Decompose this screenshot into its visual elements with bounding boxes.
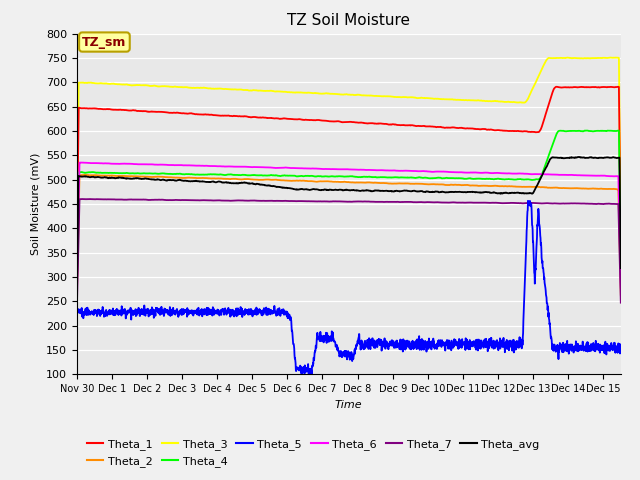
Theta_avg (100, 174, 108, 180)
Line: Theta_7: Theta_7 (77, 199, 621, 311)
Theta_1 (323, 118, 331, 124)
Theta_1 (617, 241, 625, 247)
Theta_1 (602, 84, 609, 90)
Line: Theta_3: Theta_3 (77, 58, 621, 241)
Theta_4 (73, 287, 81, 292)
Theta_3 (606, 55, 614, 60)
Theta_5 (524, 198, 532, 204)
Theta_6 (323, 166, 331, 172)
Theta_4 (337, 173, 345, 179)
Theta_6 (338, 166, 346, 172)
Line: Theta_2: Theta_2 (77, 175, 621, 299)
Line: Theta_1: Theta_1 (77, 87, 621, 255)
Theta_3 (73, 239, 81, 244)
Theta_4 (100, 170, 108, 176)
Theta_3 (601, 55, 609, 60)
Theta_7 (338, 199, 346, 204)
Theta_5 (323, 330, 331, 336)
Theta_3 (601, 55, 609, 60)
Theta_avg (575, 154, 583, 160)
Line: Theta_4: Theta_4 (77, 131, 621, 289)
Theta_1 (337, 119, 345, 125)
Theta_2 (323, 179, 331, 184)
Theta_5 (602, 339, 609, 345)
Theta_3 (100, 81, 108, 86)
Line: Theta_5: Theta_5 (77, 201, 621, 375)
Theta_3 (323, 90, 331, 96)
Line: Theta_avg: Theta_avg (77, 157, 621, 300)
Theta_6 (77, 160, 85, 166)
Theta_7 (79, 196, 86, 202)
Theta_7 (601, 201, 609, 207)
Theta_avg (73, 297, 81, 302)
Theta_6 (602, 173, 609, 179)
Theta_5 (338, 349, 346, 355)
Theta_4 (323, 173, 331, 179)
Theta_2 (338, 179, 346, 185)
Theta_6 (502, 170, 509, 176)
Theta_1 (601, 84, 609, 90)
Theta_2 (73, 296, 81, 302)
Theta_2 (502, 183, 509, 189)
Theta_1 (73, 252, 81, 258)
Theta_3 (501, 99, 509, 105)
Theta_7 (617, 300, 625, 306)
Theta_1 (501, 128, 509, 133)
Theta_5 (73, 309, 81, 315)
Theta_avg (602, 155, 609, 161)
Theta_3 (617, 226, 625, 231)
Theta_2 (602, 186, 609, 192)
Theta_6 (601, 173, 609, 179)
Theta_7 (101, 196, 109, 202)
Theta_6 (101, 160, 109, 166)
Theta_avg (337, 187, 345, 192)
Theta_5 (602, 339, 609, 345)
Theta_7 (602, 201, 609, 207)
Theta_2 (81, 172, 88, 178)
Theta_4 (501, 177, 509, 182)
Theta_7 (502, 200, 509, 206)
Theta_5 (502, 344, 509, 349)
Theta_1 (553, 84, 561, 90)
Theta_7 (323, 199, 331, 204)
Theta_3 (337, 92, 345, 97)
Theta_4 (601, 128, 609, 134)
Theta_2 (617, 292, 625, 298)
Y-axis label: Soil Moisture (mV): Soil Moisture (mV) (30, 153, 40, 255)
Theta_2 (101, 173, 109, 179)
Theta_5 (305, 372, 313, 378)
Theta_2 (601, 186, 609, 192)
Theta_avg (617, 265, 625, 271)
Theta_avg (601, 155, 609, 160)
Theta_avg (501, 190, 509, 196)
Title: TZ Soil Moisture: TZ Soil Moisture (287, 13, 410, 28)
X-axis label: Time: Time (335, 400, 363, 409)
Theta_6 (73, 290, 81, 296)
Theta_4 (617, 264, 625, 270)
Theta_5 (100, 310, 108, 316)
Theta_5 (617, 343, 625, 348)
Legend: Theta_1, Theta_2, Theta_3, Theta_4, Theta_5, Theta_6, Theta_7, Theta_avg: Theta_1, Theta_2, Theta_3, Theta_4, Thet… (83, 435, 544, 471)
Theta_4 (615, 128, 623, 133)
Theta_7 (73, 308, 81, 314)
Theta_1 (100, 106, 108, 112)
Text: TZ_sm: TZ_sm (82, 36, 127, 48)
Theta_6 (617, 285, 625, 290)
Theta_4 (601, 128, 609, 134)
Theta_avg (323, 187, 331, 193)
Line: Theta_6: Theta_6 (77, 163, 621, 293)
